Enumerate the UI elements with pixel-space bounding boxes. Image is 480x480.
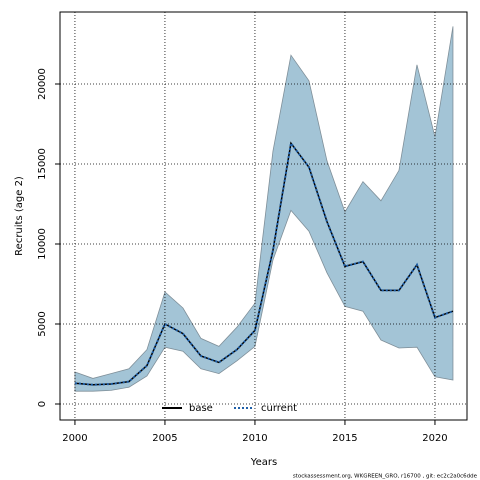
x-tick-label: 2010 bbox=[242, 433, 267, 444]
confidence-band bbox=[74, 26, 454, 392]
y-tick-label: 5000 bbox=[37, 311, 48, 336]
x-axis-label: Years bbox=[250, 457, 277, 468]
x-tick-label: 2015 bbox=[332, 433, 357, 444]
legend-label: base bbox=[189, 403, 213, 414]
y-axis-label: Recruits (age 2) bbox=[14, 176, 25, 256]
y-tick-label: 20000 bbox=[37, 68, 48, 100]
footer: stockassessment.org, WKGREEN_GRO, r16700… bbox=[293, 474, 478, 480]
x-tick-label: 2005 bbox=[152, 433, 177, 444]
x-tick-label: 2000 bbox=[62, 433, 87, 444]
legend-label: current bbox=[261, 403, 297, 414]
plot-frame bbox=[59, 11, 468, 421]
y-tick-label: 10000 bbox=[37, 228, 48, 260]
y-tick-label: 0 bbox=[37, 401, 48, 407]
series-line bbox=[74, 140, 454, 386]
legend: base current bbox=[162, 403, 297, 414]
x-tick-label: 2020 bbox=[422, 433, 447, 444]
y-tick-label: 15000 bbox=[37, 148, 48, 180]
